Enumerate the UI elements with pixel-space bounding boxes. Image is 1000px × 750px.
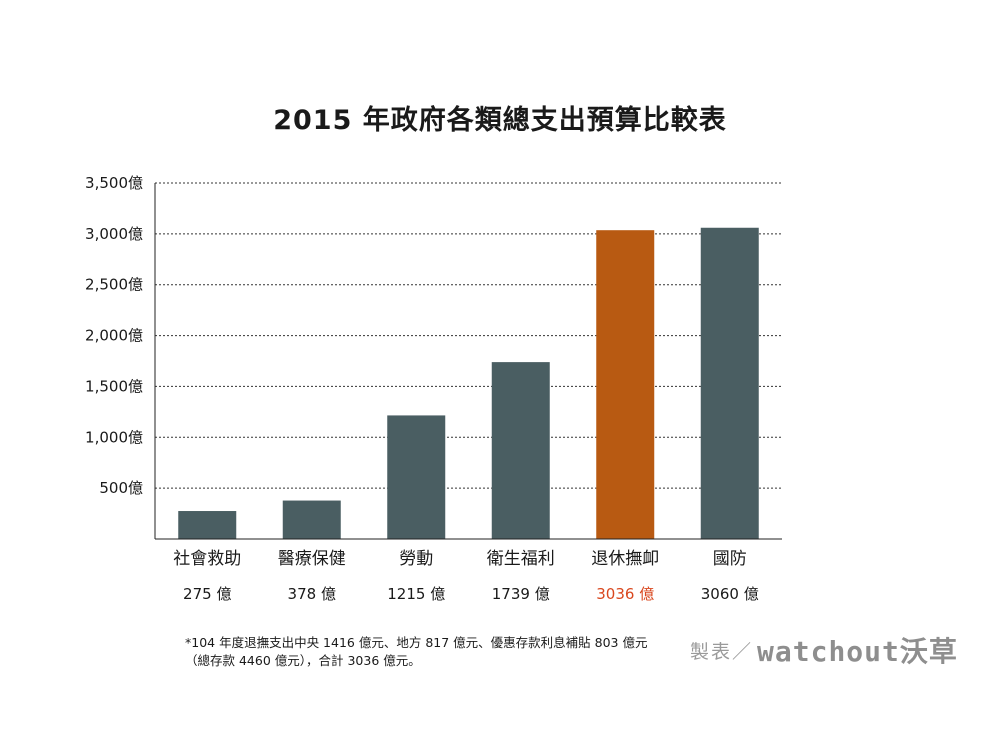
value-label: 3060 億 bbox=[701, 585, 759, 603]
bar bbox=[387, 415, 445, 539]
y-axis-ticks: 500億 1,000億 1,500億 2,000億 2,500億 3,000億 3,500億 bbox=[85, 174, 143, 497]
bar bbox=[283, 501, 341, 539]
y-tick-label: 500億 bbox=[99, 479, 143, 497]
bar bbox=[701, 228, 759, 539]
value-label: 378 億 bbox=[288, 585, 336, 603]
grid-lines bbox=[155, 183, 782, 488]
footnote: *104 年度退撫支出中央 1416 億元、地方 817 億元、優惠存款利息補貼… bbox=[185, 634, 655, 670]
y-tick-label: 3,500億 bbox=[85, 174, 143, 192]
value-labels: 275 億 378 億 1215 億 1739 億 3036 億 3060 億 bbox=[183, 585, 759, 603]
category-label: 退休撫卹 bbox=[591, 549, 659, 569]
credit-prefix: 製表／ bbox=[690, 637, 753, 664]
y-tick-label: 2,500億 bbox=[85, 276, 143, 294]
category-label: 勞動 bbox=[399, 549, 433, 569]
y-tick-label: 3,000億 bbox=[85, 225, 143, 243]
brand-logo: watchout沃草 bbox=[757, 630, 958, 670]
y-tick-label: 1,000億 bbox=[85, 428, 143, 446]
credit: 製表／ watchout沃草 bbox=[690, 632, 958, 668]
value-label: 1215 億 bbox=[387, 585, 445, 603]
value-label: 275 億 bbox=[183, 585, 231, 603]
bar bbox=[492, 362, 550, 539]
y-tick-label: 2,000億 bbox=[85, 327, 143, 345]
category-label: 衛生福利 bbox=[487, 549, 555, 569]
category-label: 社會救助 bbox=[173, 549, 241, 569]
y-tick-label: 1,500億 bbox=[85, 377, 143, 395]
bars bbox=[178, 228, 759, 539]
value-label: 1739 億 bbox=[492, 585, 550, 603]
category-label: 國防 bbox=[713, 549, 747, 569]
axes bbox=[155, 183, 782, 539]
category-label: 醫療保健 bbox=[278, 549, 346, 569]
bar bbox=[178, 511, 236, 539]
value-label: 3036 億 bbox=[596, 585, 654, 603]
category-labels: 社會救助 醫療保健 勞動 衛生福利 退休撫卹 國防 bbox=[173, 549, 747, 569]
bar bbox=[596, 230, 654, 539]
